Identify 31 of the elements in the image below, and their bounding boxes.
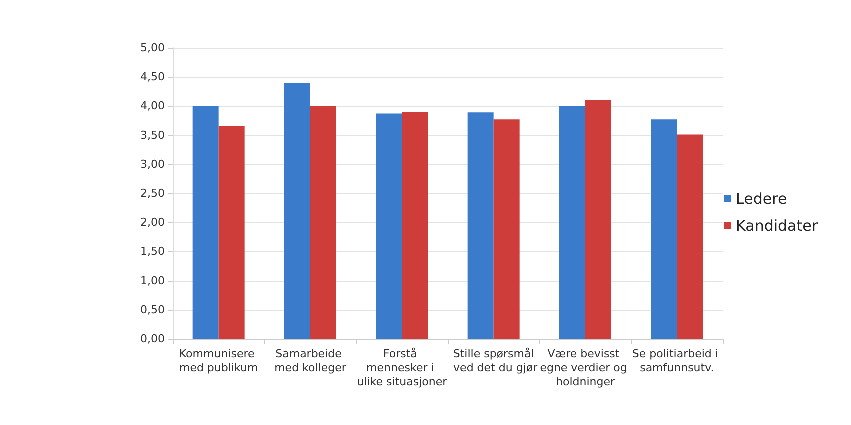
legend-label: Ledere (736, 190, 788, 208)
bar (651, 120, 678, 339)
bar (218, 126, 245, 339)
bar (310, 106, 336, 339)
legend-label: Kandidater (736, 217, 819, 235)
bar (192, 106, 219, 339)
y-tick-label: 5,00 (140, 42, 165, 54)
bar (494, 120, 520, 339)
x-tick-label: Se politiarbeid i samfunnsutv. (632, 348, 722, 374)
y-tick-label: 3,50 (140, 128, 165, 142)
y-tick-label: 1,00 (140, 274, 165, 288)
bar (284, 84, 310, 339)
bar (677, 134, 704, 339)
y-tick-label: 2,50 (140, 187, 165, 200)
bar (376, 114, 402, 339)
bar (402, 112, 428, 339)
x-tick-label: Forstå mennesker i ulike situasjoner (357, 348, 448, 388)
x-tick-label: Være bevisst egne verdier og holdninger (540, 348, 631, 388)
bar (586, 100, 612, 339)
y-tick-label: 0,50 (140, 303, 165, 316)
y-tick-label: 4,50 (140, 70, 165, 84)
bar (468, 112, 494, 339)
y-tick-label: 1,50 (140, 245, 165, 258)
y-tick-label: 2,00 (140, 216, 165, 230)
y-tick-label: 4,00 (140, 100, 165, 113)
x-tick-label: Kommunisere med publikum (179, 348, 258, 374)
x-tick-label: Samarbeide med kolleger (274, 348, 347, 374)
x-tick-label: Stille spørsmål ved det du gjør (450, 348, 538, 374)
y-tick-label: 0,00 (140, 332, 165, 346)
bar (560, 106, 586, 339)
y-tick-label: 3,00 (140, 158, 165, 171)
